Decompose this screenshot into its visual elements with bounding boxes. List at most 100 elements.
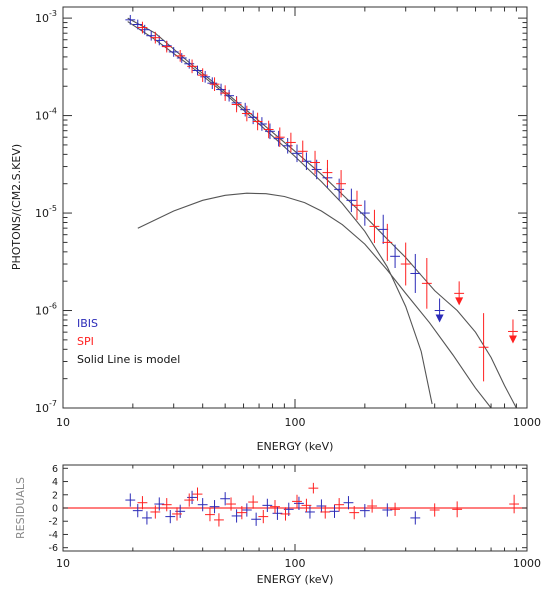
ibis-data-point (192, 65, 203, 76)
spectrum-x-axis-label: ENERGY (keV) (257, 440, 334, 453)
spi-residual-point (214, 513, 224, 527)
ibis-data-point (265, 123, 275, 140)
model-curve-total (127, 17, 517, 408)
residuals-panel: 10 100 1000 6 4 2 0 -2 -4 -6 ENERGY (keV) RESIDUA… (14, 464, 541, 586)
spi-residual-point (301, 498, 312, 512)
res-x-tick-label: 1000 (513, 557, 541, 570)
spi-residual-point (172, 507, 182, 521)
spi-residual-point (226, 497, 236, 511)
ibis-data-point (334, 178, 345, 201)
ibis-residual-point (343, 496, 354, 510)
ibis-residual-point (359, 504, 370, 518)
ibis-residual-point (316, 499, 327, 513)
spi-residual-point (150, 505, 161, 519)
spi-data-point (369, 209, 380, 243)
ibis-residual-point (231, 509, 242, 523)
spi-upper-limit-arrow (508, 335, 517, 344)
spi-data-point (322, 159, 333, 186)
spectrum-plot-frame (62, 6, 528, 409)
spi-residual-point (258, 509, 269, 524)
ibis-data-point (434, 298, 445, 323)
ibis-residual-point (251, 512, 262, 526)
ibis-data-point (146, 30, 157, 41)
spi-data-point (382, 223, 393, 261)
spi-data-point (187, 59, 197, 74)
spi-residual-point (452, 501, 463, 518)
spi-data-point (478, 313, 489, 382)
y-tick-label: 10-7 (35, 399, 57, 415)
spi-residual-point (429, 503, 440, 517)
spi-data-point (209, 77, 220, 91)
spi-data-point (197, 68, 208, 82)
spi-data-point (220, 85, 231, 101)
res-y-tick-label: 4 (52, 477, 58, 488)
ibis-residual-point (197, 498, 208, 512)
ibis-data-point (125, 14, 136, 25)
spi-data-point (231, 96, 242, 113)
spi-residual-point (205, 508, 215, 522)
y-tick-label: 10-3 (35, 9, 57, 25)
y-tick-label: 10-6 (35, 302, 57, 318)
x-tick-label: 100 (285, 416, 306, 429)
spi-data-point (508, 319, 518, 344)
ibis-residual-point (125, 493, 136, 507)
spi-data-point (421, 258, 432, 309)
residuals-axes: 10 100 1000 6 4 2 0 -2 -4 -6 (49, 464, 541, 570)
y-tick-label: 10-4 (35, 107, 57, 123)
ibis-data-point (207, 77, 218, 90)
spi-data-point (175, 50, 186, 62)
ibis-residual-point (262, 498, 273, 512)
ibis-data-point (224, 89, 235, 102)
res-x-tick-label: 100 (285, 557, 306, 570)
res-y-tick-label: -6 (49, 543, 58, 554)
res-y-tick-label: 6 (52, 464, 58, 475)
res-y-tick-label: -2 (49, 517, 58, 528)
ibis-residual-point (187, 490, 197, 505)
ibis-residual-point (209, 500, 220, 514)
spi-data-point (285, 132, 296, 153)
ibis-data-point (154, 35, 165, 46)
spi-residual-point (308, 482, 319, 494)
spi-residual-point (292, 494, 302, 508)
res-y-tick-label: 0 (52, 504, 58, 515)
spi-residual-point (137, 496, 148, 510)
spi-data-point (252, 112, 263, 131)
spi-residual-point (161, 498, 172, 512)
spi-data-point (297, 140, 308, 163)
legend-item-ibis: IBIS (77, 317, 98, 330)
ibis-data-point (410, 253, 421, 293)
x-tick-label: 10 (56, 416, 70, 429)
ibis-residual-point (294, 496, 304, 510)
spi-residual-point (248, 495, 259, 509)
res-x-tick-label: 10 (56, 557, 70, 570)
ibis-data-point (359, 200, 370, 226)
ibis-data-point (378, 214, 389, 245)
x-tick-label: 1000 (513, 416, 541, 429)
ibis-data-point (292, 144, 302, 163)
ibis-residual-point (410, 511, 421, 525)
ibis-data-point (346, 188, 357, 213)
ibis-residual-point (165, 509, 176, 524)
ibis-residual-point (220, 492, 231, 506)
spi-data-point (310, 150, 320, 175)
ibis-data-point (139, 24, 150, 35)
spi-residual-point (367, 499, 378, 513)
spi-data-point (137, 21, 148, 34)
ibis-upper-limit-arrow (435, 314, 444, 323)
ibis-residual-point (272, 506, 283, 520)
legend-item-spi: SPI (77, 335, 94, 348)
y-tick-label: 10-5 (35, 204, 57, 220)
spi-residual-point (320, 505, 331, 519)
ibis-residual-point (329, 504, 340, 518)
spi-data-point (241, 105, 252, 122)
ibis-data-point (176, 53, 187, 63)
spi-data-point (263, 120, 274, 139)
spi-residual-point (390, 502, 400, 516)
legend: IBIS SPI Solid Line is model (77, 317, 180, 366)
spi-data-point (161, 40, 172, 53)
ibis-residual-point (241, 503, 252, 517)
residuals-y-axis-label: RESIDUALS (14, 477, 27, 539)
ibis-residual-point (142, 511, 152, 525)
spi-residual-point (509, 494, 520, 514)
